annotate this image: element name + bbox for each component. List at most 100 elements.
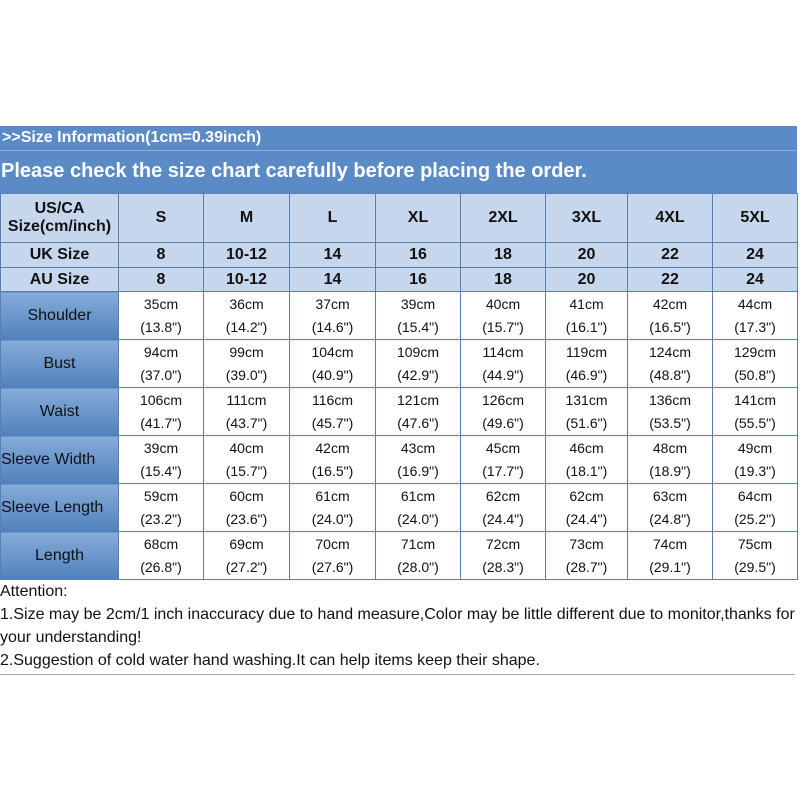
cm-value: 61cm: [315, 487, 350, 504]
cm-value: 60cm: [229, 487, 264, 504]
cm-value: 62cm: [569, 487, 604, 504]
size-sheet: >>Size Information(1cm=0.39inch) Please …: [0, 126, 798, 675]
cm-value: 114cm: [482, 343, 524, 360]
inch-value: (24.8"): [649, 510, 691, 527]
cm-value: 121cm: [396, 391, 440, 408]
measure-cell: 68cm (26.8"): [118, 531, 204, 580]
row-label: Waist: [0, 387, 119, 436]
inch-value: (47.6"): [397, 414, 439, 431]
region-size: 10-12: [203, 267, 290, 292]
note-line: 2.Suggestion of cold water hand washing.…: [0, 652, 540, 669]
inch-value: (16.1"): [565, 318, 608, 335]
inch-value: (23.6"): [225, 510, 268, 527]
cm-value: 62cm: [485, 487, 521, 504]
region-size: 22: [627, 242, 713, 268]
inch-value: (17.3"): [734, 318, 776, 335]
cm-value: 64cm: [737, 487, 773, 504]
cm-value: 59cm: [143, 487, 179, 504]
cm-value: 109cm: [396, 343, 440, 360]
measure-cell: 40cm (15.7"): [460, 291, 546, 340]
cm-value: 61cm: [400, 487, 436, 504]
inch-value: (24.4"): [565, 510, 608, 527]
region-size: 14: [289, 242, 376, 268]
inch-value: (41.7"): [140, 414, 182, 431]
measure-cell: 119cm (46.9"): [545, 339, 628, 388]
inch-value: (14.6"): [311, 318, 354, 335]
measure-cell: 64cm (25.2"): [712, 483, 798, 532]
measure-row: Shoulder 35cm (13.8") 36cm (14.2") 37cm (14.6"…: [0, 291, 798, 340]
cm-value: 68cm: [143, 535, 179, 552]
inch-value: (27.2"): [225, 558, 268, 575]
cm-value: 111cm: [226, 391, 267, 408]
inch-value: (29.5"): [734, 558, 776, 575]
measure-cell: 44cm (17.3"): [712, 291, 798, 340]
size-header: 4XL: [627, 193, 713, 243]
inch-value: (14.2"): [225, 318, 268, 335]
inch-value: (39.0"): [225, 366, 268, 383]
inch-value: (24.0"): [397, 510, 439, 527]
cm-value: 40cm: [229, 439, 264, 456]
cm-value: 129cm: [733, 343, 777, 360]
cm-value: 104cm: [311, 343, 354, 360]
region-row: UK Size 8 10-12 14 16 18 20 22 24: [0, 242, 798, 268]
measure-cell: 111cm (43.7"): [203, 387, 290, 436]
region-size: 22: [627, 267, 713, 292]
inch-value: (44.9"): [482, 366, 524, 383]
cm-value: 116cm: [312, 391, 353, 408]
region-size: 18: [460, 242, 546, 268]
inch-value: (40.9"): [311, 366, 354, 383]
measure-row: Length 68cm (26.8") 69cm (27.2") 70cm (27.6") 7…: [0, 531, 798, 580]
inch-value: (26.8"): [140, 558, 182, 575]
cm-value: 131cm: [565, 391, 608, 408]
cm-value: 73cm: [569, 535, 604, 552]
measure-cell: 39cm (15.4"): [375, 291, 461, 340]
inch-value: (19.3"): [734, 462, 776, 479]
note-line: 1.Size may be 2cm/1 inch inaccuracy due …: [0, 606, 795, 646]
measure-cell: 94cm (37.0"): [118, 339, 204, 388]
cm-value: 39cm: [400, 295, 436, 312]
measure-cell: 48cm (18.9"): [627, 435, 713, 484]
measure-cell: 60cm (23.6"): [203, 483, 290, 532]
measure-cell: 36cm (14.2"): [203, 291, 290, 340]
size-header: L: [289, 193, 376, 243]
measure-cell: 99cm (39.0"): [203, 339, 290, 388]
cm-value: 39cm: [143, 439, 179, 456]
measure-cell: 136cm (53.5"): [627, 387, 713, 436]
inch-value: (15.7"): [225, 462, 268, 479]
cm-value: 45cm: [485, 439, 521, 456]
corner-cell: US/CA Size(cm/inch): [0, 193, 119, 243]
measure-cell: 62cm (24.4"): [460, 483, 546, 532]
measure-cell: 61cm (24.0"): [375, 483, 461, 532]
measure-cell: 59cm (23.2"): [118, 483, 204, 532]
cm-value: 35cm: [143, 295, 179, 312]
cm-value: 48cm: [652, 439, 688, 456]
measure-cell: 71cm (28.0"): [375, 531, 461, 580]
cm-value: 70cm: [315, 535, 350, 552]
measure-cell: 61cm (24.0"): [289, 483, 376, 532]
region-size: 14: [289, 267, 376, 292]
region-size: 16: [375, 267, 461, 292]
cm-value: 40cm: [485, 295, 521, 312]
measure-cell: 131cm (51.6"): [545, 387, 628, 436]
region-size: 20: [545, 242, 628, 268]
size-header: M: [203, 193, 290, 243]
size-header: 5XL: [712, 193, 798, 243]
header-row: US/CA Size(cm/inch) S M L XL 2XL 3XL 4XL 5XL: [0, 193, 798, 243]
measure-cell: 42cm (16.5"): [289, 435, 376, 484]
inch-value: (29.1"): [649, 558, 691, 575]
measure-cell: 43cm (16.9"): [375, 435, 461, 484]
measure-row: Sleeve Length 59cm (23.2") 60cm (23.6") 61cm (…: [0, 483, 798, 532]
size-header: S: [118, 193, 204, 243]
measure-cell: 45cm (17.7"): [460, 435, 546, 484]
measure-cell: 126cm (49.6"): [460, 387, 546, 436]
measure-cell: 124cm (48.8"): [627, 339, 713, 388]
cm-value: 49cm: [737, 439, 773, 456]
inch-value: (50.8"): [734, 366, 776, 383]
region-size: 10-12: [203, 242, 290, 268]
cm-value: 74cm: [652, 535, 688, 552]
inch-value: (15.4"): [397, 318, 439, 335]
size-table: US/CA Size(cm/inch) S M L XL 2XL 3XL 4XL 5XL UK S…: [0, 193, 798, 580]
cm-value: 42cm: [652, 295, 688, 312]
measure-cell: 75cm (29.5"): [712, 531, 798, 580]
inch-value: (28.7"): [565, 558, 608, 575]
